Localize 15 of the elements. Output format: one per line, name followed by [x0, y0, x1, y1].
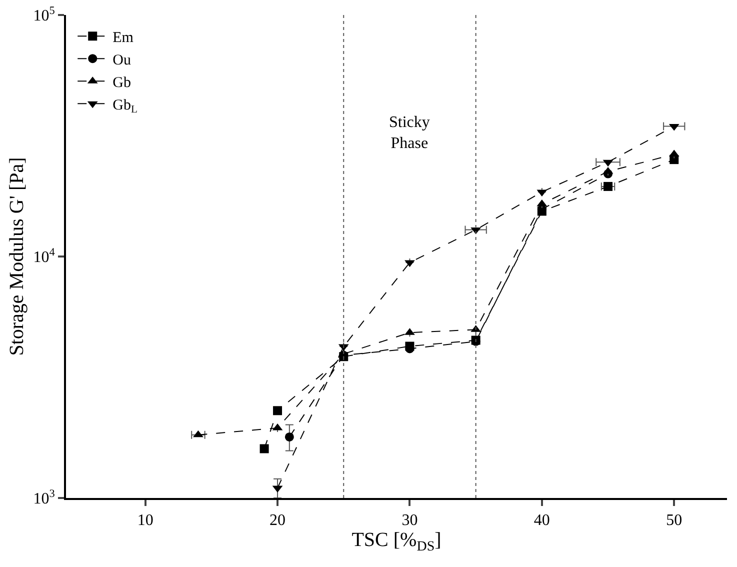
y-tick-label: 10$^{3}$	[33, 488, 56, 508]
x-tick-label: 10	[137, 512, 154, 530]
legend-label: Ou	[112, 52, 132, 68]
x-tick-label: 20	[270, 512, 286, 530]
legend-label: Gb	[112, 74, 131, 91]
annotation: Sticky Phase	[389, 114, 430, 152]
legend-label: Gb$_{L}$	[112, 97, 138, 116]
x-tick-label: 50	[666, 512, 682, 530]
y-tick-label: 10$^{5}$	[33, 4, 56, 25]
legend-label: Em	[112, 30, 134, 46]
x-axis-title: TSC [%$_{DS}$]	[352, 529, 442, 554]
x-tick-label: 30	[402, 512, 418, 530]
y-tick-label: 10$^{4}$	[33, 246, 56, 266]
x-tick-label: 40	[534, 512, 550, 530]
y-axis-title: Storage Modulus G' [Pa]	[6, 157, 28, 356]
